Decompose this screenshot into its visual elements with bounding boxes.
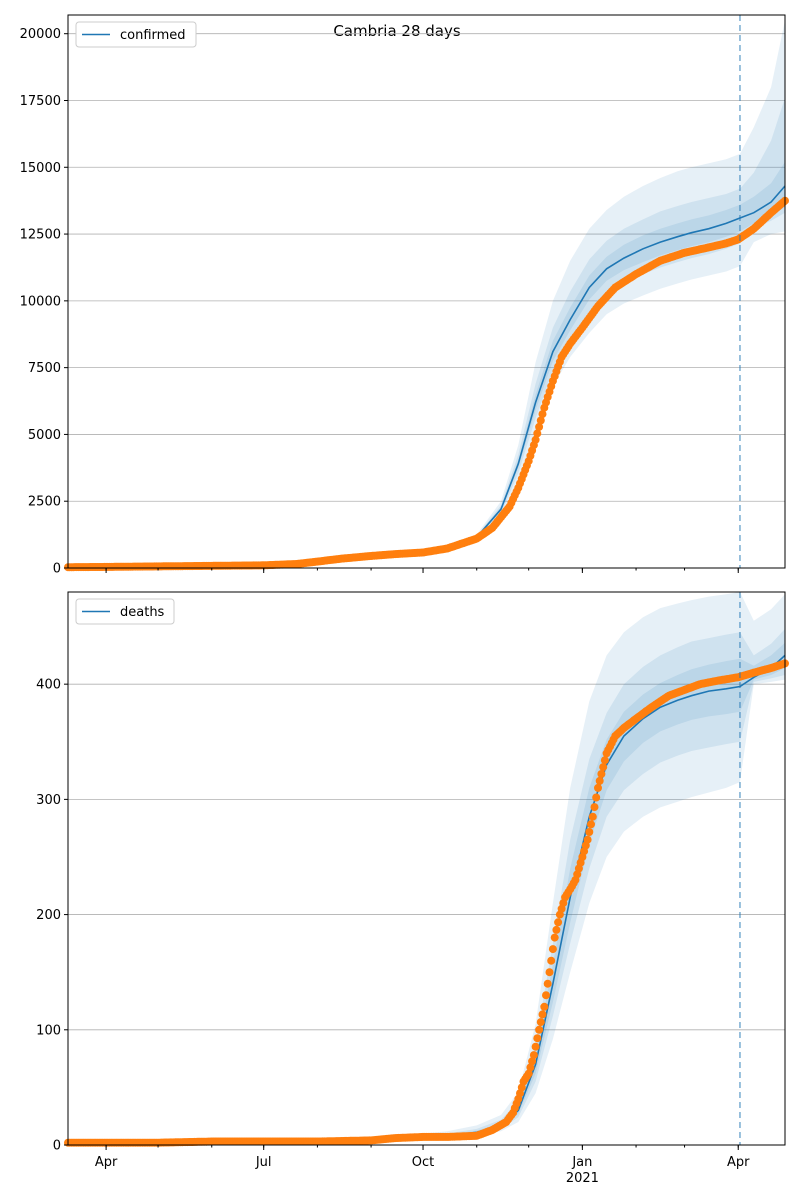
confirmed-ytick-label: 5000 <box>28 428 61 443</box>
deaths-observed-point <box>533 1034 542 1043</box>
deaths-observed-point <box>600 756 609 765</box>
deaths-y-ticks: 0 100 200 300 400 <box>36 678 68 1154</box>
deaths-observed-point <box>585 828 594 836</box>
deaths-uncertainty-band <box>68 642 785 1143</box>
confirmed-observed-point <box>533 429 542 438</box>
deaths-ytick-label: 200 <box>36 908 61 923</box>
deaths-xtick-label: Jul <box>255 1155 272 1170</box>
confirmed-ytick-label: 15000 <box>20 161 61 176</box>
deaths-observed-point <box>529 1051 538 1060</box>
deaths-ytick-label: 100 <box>36 1023 61 1038</box>
deaths-observed-point <box>543 979 552 988</box>
confirmed-observed-point <box>531 435 540 444</box>
confirmed-ytick-label: 2500 <box>28 495 61 510</box>
deaths-observed-point <box>588 812 597 821</box>
deaths-bands <box>68 592 785 1143</box>
deaths-xtick-label: Jan <box>571 1155 592 1170</box>
deaths-observed-point <box>548 945 557 954</box>
confirmed-legend-box <box>75 21 197 48</box>
confirmed-x-ticks <box>105 568 739 573</box>
confirmed-ytick-label: 10000 <box>20 294 61 309</box>
deaths-observed-point <box>536 1018 545 1027</box>
deaths-observed-point <box>597 770 606 778</box>
deaths-observed-point <box>531 1042 540 1051</box>
chart-title: Cambria 28 days <box>333 22 461 40</box>
deaths-observed-point <box>526 1063 535 1072</box>
deaths-observed-point <box>595 776 604 785</box>
confirmed-observed-point <box>538 410 547 419</box>
deaths-observed-point <box>538 1010 547 1019</box>
deaths-observed-point <box>590 803 599 812</box>
confirmed-y-ticks: 0 2500 5000 7500 10000 12500 15000 17500 20000 <box>20 27 68 577</box>
deaths-ytick-label: 0 <box>53 1139 61 1154</box>
deaths-xtick-label: Apr <box>727 1155 750 1170</box>
deaths-observed-point <box>554 918 563 927</box>
deaths-observed-point <box>542 991 550 1000</box>
deaths-observed <box>64 659 789 1147</box>
deaths-legend-label: deaths <box>120 605 165 620</box>
confirmed-uncertainty-band <box>447 161 785 549</box>
panel-confirmed: 0 2500 5000 7500 10000 12500 15000 17500 20000 c… <box>20 14 789 577</box>
confirmed-model-line <box>447 185 786 550</box>
deaths-observed-point <box>528 1057 537 1066</box>
deaths-observed-point <box>594 783 602 792</box>
confirmed-ytick-label: 20000 <box>20 27 61 42</box>
confirmed-ytick-label: 7500 <box>28 361 61 376</box>
deaths-observed-point <box>587 820 595 829</box>
confirmed-uncertainty-band <box>447 97 785 550</box>
confirmed-ytick-label: 12500 <box>20 228 61 243</box>
confirmed-legend: confirmed <box>75 21 197 48</box>
deaths-ytick-label: 400 <box>36 678 61 693</box>
deaths-observed-point <box>552 925 561 934</box>
deaths-observed-point <box>540 1002 549 1011</box>
deaths-observed-point <box>592 793 601 802</box>
deaths-legend-box <box>75 598 175 625</box>
deaths-observed-point <box>524 1069 533 1078</box>
confirmed-model <box>447 185 786 550</box>
deaths-xtick-year-label: 2021 <box>566 1171 599 1186</box>
deaths-legend: deaths <box>75 598 175 625</box>
deaths-ytick-label: 300 <box>36 793 61 808</box>
deaths-observed-point <box>545 968 554 977</box>
deaths-observed-point <box>550 933 559 942</box>
deaths-xtick-label: Apr <box>95 1155 118 1170</box>
confirmed-ytick-label: 17500 <box>20 94 61 109</box>
confirmed-grid <box>68 33 785 569</box>
confirmed-ytick-label: 0 <box>53 562 61 577</box>
confirmed-observed-point <box>535 422 544 431</box>
deaths-plot-frame <box>67 591 786 1146</box>
confirmed-plot-frame <box>67 14 786 569</box>
deaths-uncertainty-band <box>68 592 785 1143</box>
deaths-observed-point <box>599 763 608 772</box>
deaths-observed-point <box>547 956 556 965</box>
deaths-observed-point <box>535 1025 544 1034</box>
deaths-xtick-label: Oct <box>412 1155 434 1170</box>
deaths-observed-point <box>583 835 592 844</box>
confirmed-legend-label: confirmed <box>120 28 186 43</box>
confirmed-observed <box>64 196 789 572</box>
confirmed-observed-point <box>536 416 545 425</box>
